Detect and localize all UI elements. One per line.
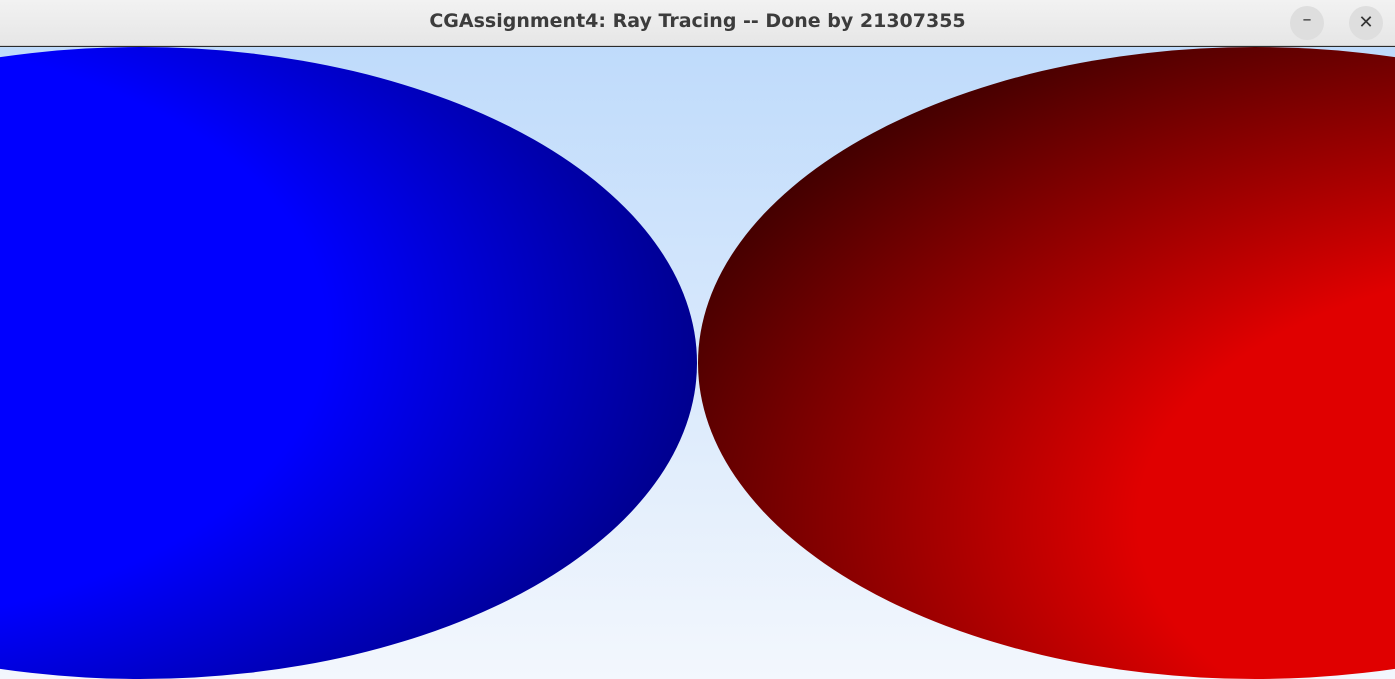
- close-button[interactable]: ✕: [1349, 6, 1383, 40]
- render-viewport: [0, 47, 1395, 679]
- title-bar[interactable]: CGAssignment4: Ray Tracing -- Done by 21…: [0, 0, 1395, 46]
- window-title: CGAssignment4: Ray Tracing -- Done by 21…: [429, 10, 966, 32]
- close-icon: ✕: [1358, 12, 1374, 33]
- minimize-button[interactable]: –: [1290, 6, 1324, 40]
- ray-traced-scene: [0, 47, 1395, 679]
- blue-sphere: [0, 47, 697, 679]
- red-sphere: [698, 47, 1395, 679]
- minimize-icon: –: [1302, 9, 1312, 30]
